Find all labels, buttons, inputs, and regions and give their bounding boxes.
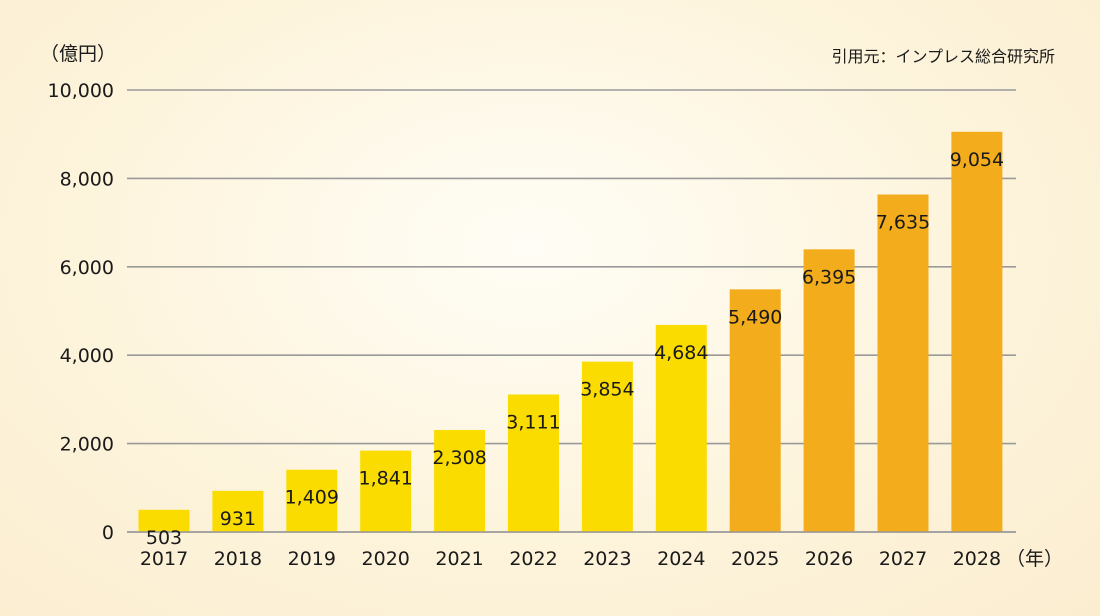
x-tick-label-2020: 2020 [362, 548, 410, 570]
x-tick-label-2021: 2021 [435, 548, 483, 570]
y-axis-ticks: 0 2,000 4,000 6,000 8,000 10,000 [48, 80, 114, 544]
x-tick-label-2023: 2023 [583, 548, 631, 570]
y-axis-unit-label: （億円） [40, 43, 116, 65]
y-tick-label: 0 [102, 522, 114, 544]
x-tick-label-2017: 2017 [140, 548, 188, 570]
y-tick-label: 2,000 [60, 434, 114, 456]
bar-2017 [138, 509, 190, 532]
bar-2018 [212, 490, 264, 532]
data-label-2025: 5,490 [728, 306, 782, 328]
data-label-2019: 1,409 [285, 487, 339, 509]
data-label-2018: 931 [220, 508, 256, 530]
bar-2021 [434, 429, 486, 532]
data-label-2020: 1,841 [358, 468, 412, 490]
bar-2025 [729, 289, 781, 532]
y-tick-label: 6,000 [60, 257, 114, 279]
data-label-2023: 3,854 [580, 379, 634, 401]
bar-2026 [803, 249, 855, 532]
bar-2023 [581, 361, 633, 532]
bars [127, 131, 1016, 533]
x-axis-unit-label: （年） [1006, 548, 1063, 570]
data-labels: 503 931 1,409 1,841 2,308 3,111 3,854 4,684 5,49… [146, 149, 1004, 549]
bar-2022 [508, 394, 559, 532]
bar-2028 [951, 131, 1003, 532]
x-tick-label-2025: 2025 [731, 548, 779, 570]
x-tick-label-2022: 2022 [509, 548, 557, 570]
data-label-2027: 7,635 [876, 212, 930, 234]
y-tick-label: 10,000 [48, 80, 114, 102]
data-label-2017: 503 [146, 527, 182, 549]
bar-2024 [655, 324, 707, 532]
bar-2019 [286, 469, 338, 532]
x-tick-label-2028: 2028 [953, 548, 1001, 570]
y-tick-label: 4,000 [60, 345, 114, 367]
x-axis-ticks: 2017 2018 2019 2020 2021 2022 2023 2024 2025 2026… [140, 548, 1001, 570]
y-tick-label: 8,000 [60, 168, 114, 190]
data-label-2022: 3,111 [506, 411, 560, 433]
x-tick-label-2027: 2027 [879, 548, 927, 570]
x-tick-label-2019: 2019 [288, 548, 336, 570]
x-tick-label-2024: 2024 [657, 548, 705, 570]
x-tick-label-2026: 2026 [805, 548, 853, 570]
x-tick-label-2018: 2018 [214, 548, 262, 570]
data-label-2024: 4,684 [654, 342, 708, 364]
data-label-2021: 2,308 [432, 447, 486, 469]
data-label-2028: 9,054 [950, 149, 1004, 171]
bar-2020 [360, 450, 412, 532]
bar-2027 [877, 194, 929, 532]
data-label-2026: 6,395 [802, 266, 856, 288]
source-citation: 引用元：インプレス総合研究所 [831, 47, 1055, 66]
